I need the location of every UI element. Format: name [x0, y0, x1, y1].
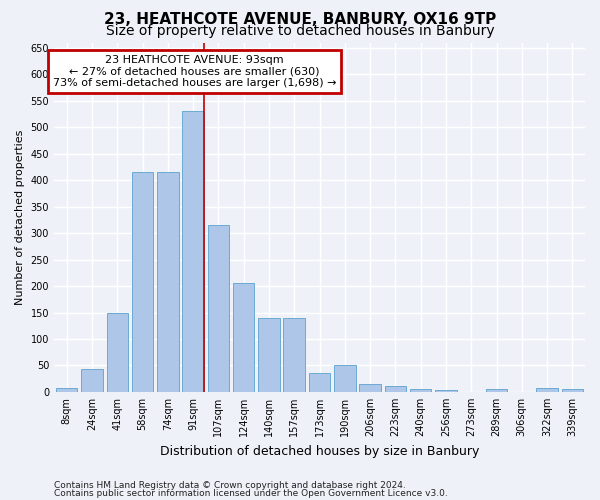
Text: Contains public sector information licensed under the Open Government Licence v3: Contains public sector information licen…	[54, 490, 448, 498]
Bar	[56, 388, 77, 392]
Bar	[81, 368, 103, 392]
Bar	[486, 390, 507, 392]
Text: Size of property relative to detached houses in Banbury: Size of property relative to detached ho…	[106, 24, 494, 38]
Text: Contains HM Land Registry data © Crown copyright and database right 2024.: Contains HM Land Registry data © Crown c…	[54, 480, 406, 490]
Bar	[536, 388, 558, 392]
Bar	[208, 225, 229, 392]
Bar	[385, 386, 406, 392]
Bar	[283, 318, 305, 392]
Bar	[410, 390, 431, 392]
X-axis label: Distribution of detached houses by size in Banbury: Distribution of detached houses by size …	[160, 444, 479, 458]
Bar	[182, 112, 204, 392]
Bar	[562, 390, 583, 392]
Bar	[132, 172, 153, 392]
Text: 23, HEATHCOTE AVENUE, BANBURY, OX16 9TP: 23, HEATHCOTE AVENUE, BANBURY, OX16 9TP	[104, 12, 496, 26]
Bar	[359, 384, 381, 392]
Bar	[309, 374, 330, 392]
Bar	[334, 366, 356, 392]
Text: 23 HEATHCOTE AVENUE: 93sqm
← 27% of detached houses are smaller (630)
73% of sem: 23 HEATHCOTE AVENUE: 93sqm ← 27% of deta…	[53, 54, 337, 88]
Y-axis label: Number of detached properties: Number of detached properties	[15, 130, 25, 305]
Bar	[258, 318, 280, 392]
Bar	[107, 312, 128, 392]
Bar	[157, 172, 179, 392]
Bar	[435, 390, 457, 392]
Bar	[233, 284, 254, 392]
